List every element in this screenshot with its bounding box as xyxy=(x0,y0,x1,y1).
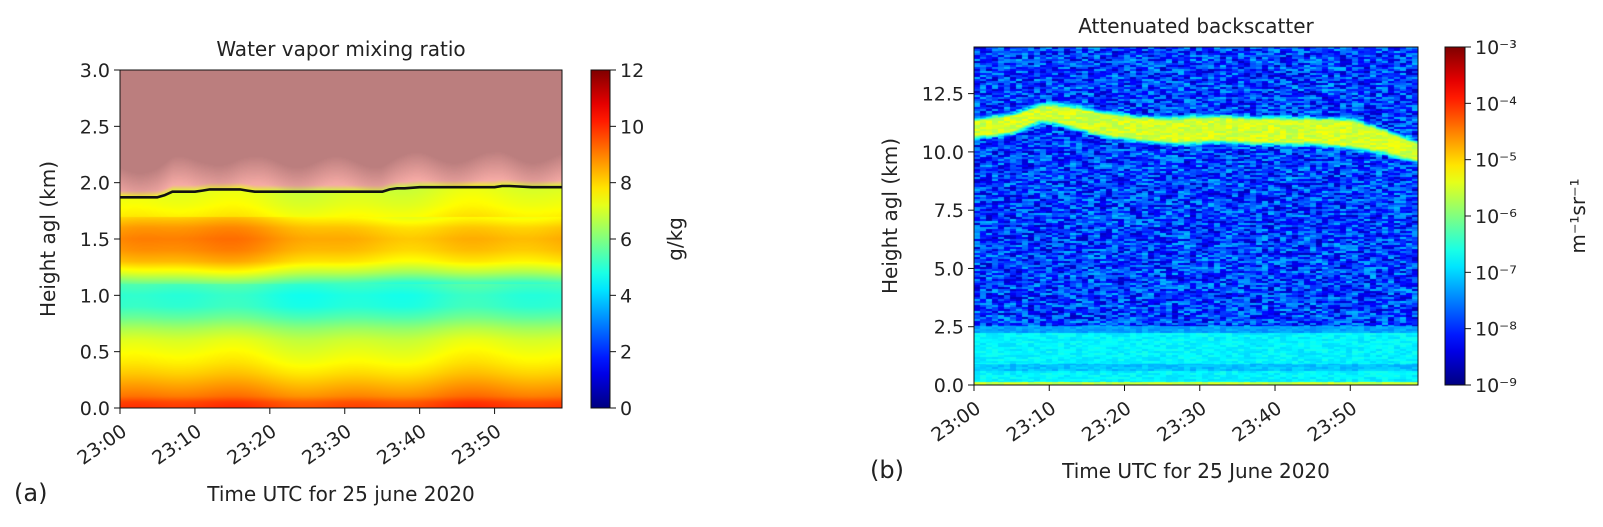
panel-a-x-tick-label: 23:20 xyxy=(223,420,280,469)
panel-b-colorbar-label: m⁻¹sr⁻¹ xyxy=(1566,178,1590,253)
panel-b-colorbar-tick-label: 10⁻⁵ xyxy=(1475,150,1517,172)
panel-b-label: (b) xyxy=(870,456,904,484)
panel-b-x-tick-label: 23:40 xyxy=(1228,397,1285,446)
panel-b-x-tick-label: 23:20 xyxy=(1078,397,1135,446)
panel-b-y-tick-label: 0.0 xyxy=(934,375,964,397)
panel-a-y-tick-label: 0.0 xyxy=(80,398,110,420)
panel-b-backscatter: Attenuated backscatter 0.0 2.5 5.0 7.5 10.0 1… xyxy=(870,14,1590,484)
panel-b-x-tick-label: 23:10 xyxy=(1003,397,1060,446)
panel-a-colorbar xyxy=(590,69,611,409)
panel-b-y-tick-label: 12.5 xyxy=(922,84,964,106)
panel-a-colorbar-tick-label: 2 xyxy=(620,342,632,364)
panel-a-colorbar-tick-label: 0 xyxy=(620,398,632,420)
panel-a-x-tick-label: 23:40 xyxy=(373,420,430,469)
panel-a-colorbar-label: g/kg xyxy=(663,217,687,261)
panel-a-colorbar-ticks: 0 2 4 6 8 10 12 xyxy=(610,60,644,420)
panel-a-label: (a) xyxy=(14,479,47,507)
panel-b-y-label: Height agl (km) xyxy=(878,138,902,294)
panel-a-heatmap xyxy=(120,70,562,408)
panel-b-colorbar-tick-label: 10⁻⁹ xyxy=(1475,375,1517,397)
panel-b-x-tick-label: 23:00 xyxy=(927,397,984,446)
panel-b-axes-frame xyxy=(973,46,1419,386)
panel-b-colorbar-tick-label: 10⁻⁴ xyxy=(1475,93,1517,115)
panel-b-colorbar-tick-label: 10⁻⁷ xyxy=(1475,262,1517,284)
panel-a-colorbar-tick-label: 10 xyxy=(620,116,644,138)
panel-b-title: Attenuated backscatter xyxy=(1078,14,1314,38)
panel-a-y-tick-label: 1.5 xyxy=(80,229,110,251)
boundary-layer-line xyxy=(120,184,562,199)
panel-b-colorbar xyxy=(1444,46,1466,386)
panel-a-x-label: Time UTC for 25 june 2020 xyxy=(206,482,474,506)
panel-a-colorbar-tick-label: 12 xyxy=(620,60,644,82)
panel-a-y-tick-label: 0.5 xyxy=(80,342,110,364)
panel-b-x-tick-label: 23:30 xyxy=(1153,397,1210,446)
panel-b-y-tick-label: 2.5 xyxy=(934,317,964,339)
panel-b-y-tick-label: 7.5 xyxy=(934,200,964,222)
panel-b-x-axis: 23:00 23:10 23:20 23:30 23:40 23:50 xyxy=(927,385,1361,447)
panel-b-colorbar-tick-label: 10⁻⁸ xyxy=(1475,319,1517,341)
panel-a-colorbar-tick-label: 8 xyxy=(620,173,632,195)
panel-a-y-axis: 0.0 0.5 1.0 1.5 2.0 2.5 3.0 xyxy=(80,60,120,420)
panel-b-x-label: Time UTC for 25 June 2020 xyxy=(1061,459,1330,483)
panel-a-colorbar-tick-label: 6 xyxy=(620,229,632,251)
panel-b-y-tick-label: 5.0 xyxy=(934,258,964,280)
panel-b-colorbar-ticks: 10⁻⁹ 10⁻⁸ 10⁻⁷ 10⁻⁶ 10⁻⁵ 10⁻⁴ 10⁻³ xyxy=(1465,37,1517,397)
panel-b-y-axis: 0.0 2.5 5.0 7.5 10.0 12.5 xyxy=(922,84,974,397)
panel-a-water-vapor: Water vapor mixing ratio 0.0 0.5 1.0 1.5 2.0… xyxy=(14,37,687,507)
panel-a-y-label: Height agl (km) xyxy=(36,161,60,317)
panel-a-x-tick-label: 23:30 xyxy=(298,420,355,469)
panel-a-x-tick-label: 23:50 xyxy=(448,420,505,469)
panel-b-colorbar-tick-label: 10⁻³ xyxy=(1475,37,1517,59)
panel-a-y-tick-label: 2.5 xyxy=(80,116,110,138)
panel-b-y-tick-label: 10.0 xyxy=(922,142,964,164)
panel-a-y-tick-label: 1.0 xyxy=(80,285,110,307)
panel-a-colorbar-tick-label: 4 xyxy=(620,285,632,307)
panel-a-y-tick-label: 2.0 xyxy=(80,173,110,195)
panel-b-x-tick-label: 23:50 xyxy=(1304,397,1361,446)
panel-a-x-tick-label: 23:10 xyxy=(148,420,205,469)
panel-b-heatmap xyxy=(974,47,1418,385)
panel-a-x-tick-label: 23:00 xyxy=(73,420,130,469)
panel-a-x-axis: 23:00 23:10 23:20 23:30 23:40 23:50 xyxy=(73,408,505,470)
panel-b-colorbar-tick-label: 10⁻⁶ xyxy=(1475,206,1517,228)
panel-a-y-tick-label: 3.0 xyxy=(80,60,110,82)
panel-a-title: Water vapor mixing ratio xyxy=(216,37,465,61)
